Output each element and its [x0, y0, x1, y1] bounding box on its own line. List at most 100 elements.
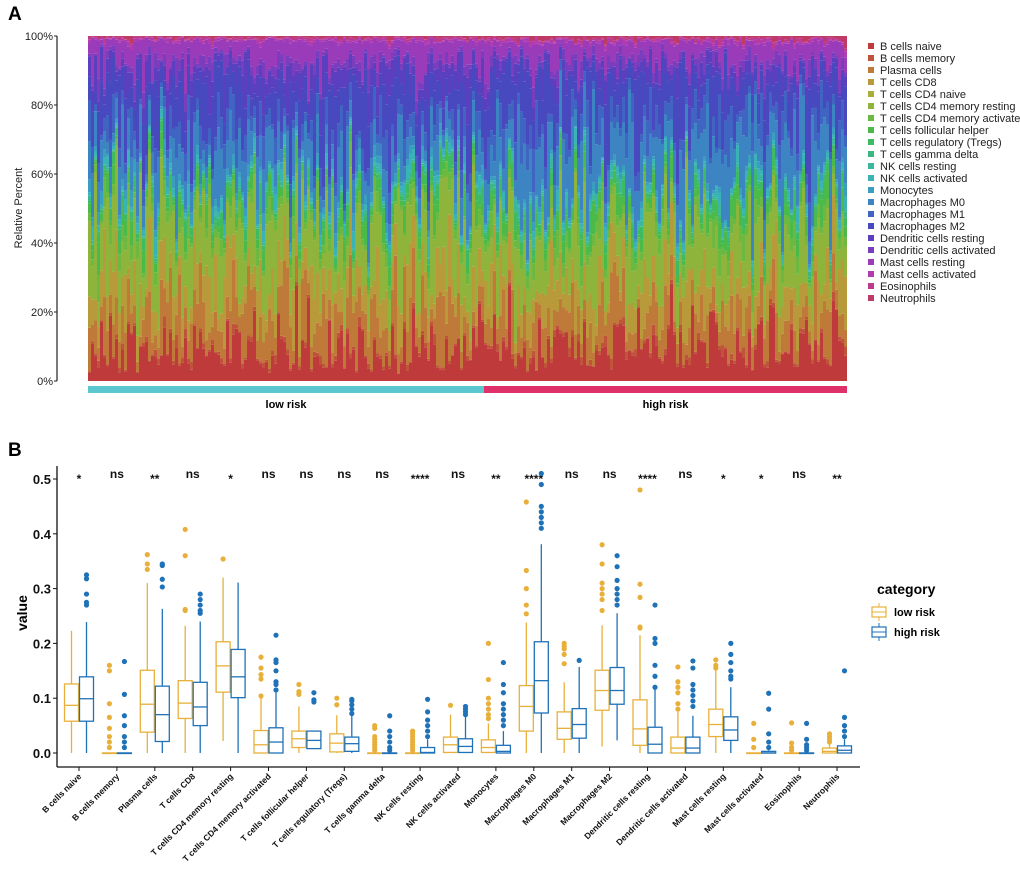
bar-segment [685, 138, 688, 139]
bar-segment [529, 197, 532, 199]
bar-segment [319, 168, 322, 196]
bar-segment [121, 191, 124, 194]
bar-segment [256, 239, 259, 248]
bar-segment [763, 367, 766, 381]
bar-segment [340, 191, 343, 194]
bar-segment [442, 157, 445, 159]
bar-segment [508, 139, 511, 140]
bar-segment [460, 367, 463, 370]
bar-segment [778, 41, 781, 54]
bar-segment [778, 206, 781, 208]
bar-segment [361, 204, 364, 210]
bar-segment [793, 93, 796, 109]
bar-segment [409, 36, 412, 39]
bar-segment [427, 202, 430, 211]
bar-segment [490, 189, 493, 193]
bar-segment [103, 95, 106, 105]
bar-segment [769, 188, 772, 189]
bar-segment [571, 259, 574, 282]
bar-segment [226, 41, 229, 42]
bar-segment [472, 100, 475, 132]
bar-segment [391, 85, 394, 125]
bar-segment [253, 307, 256, 311]
bar-segment [631, 123, 634, 207]
bar-segment [112, 184, 115, 195]
bar-segment [472, 326, 475, 328]
bar-segment [196, 110, 199, 145]
bar-segment [211, 327, 214, 339]
bar-segment [298, 63, 301, 73]
bar-segment [259, 181, 262, 182]
bar-segment [103, 207, 106, 228]
bar-segment [247, 49, 250, 60]
bar-segment [760, 181, 763, 182]
bar-segment [766, 320, 769, 361]
bar-segment [511, 264, 514, 290]
bar-segment [301, 36, 304, 37]
bar-segment [487, 306, 490, 318]
bar-segment [358, 179, 361, 191]
bar-segment [409, 42, 412, 63]
bar-segment [316, 37, 319, 39]
bar-segment [250, 336, 253, 342]
bar-segment [121, 105, 124, 179]
bar-segment [109, 294, 112, 312]
bar-segment [169, 38, 172, 39]
bar-segment [697, 333, 700, 340]
bar-segment [694, 197, 697, 205]
bar-segment [364, 251, 367, 285]
bar-segment [439, 43, 442, 53]
bar-segment [217, 66, 220, 92]
bar-segment [580, 286, 583, 310]
bar-segment [274, 212, 277, 213]
bar-segment [115, 230, 118, 298]
bar-segment [181, 201, 184, 204]
bar-segment [238, 67, 241, 119]
bar-segment [121, 202, 124, 226]
bar-segment [517, 218, 520, 220]
bar-segment [772, 47, 775, 50]
bar-segment [100, 82, 103, 135]
bar-segment [436, 366, 439, 368]
bar-segment [547, 222, 550, 224]
bar-segment [658, 239, 661, 255]
bar-segment [229, 362, 232, 381]
bar-segment [529, 150, 532, 192]
bar-segment [658, 125, 661, 139]
bar-segment [616, 194, 619, 216]
bar-segment [241, 207, 244, 223]
bar-segment [160, 280, 163, 355]
bar-segment [436, 368, 439, 381]
bar-segment [196, 155, 199, 162]
bar-segment [475, 36, 478, 37]
bar-segment [751, 283, 754, 290]
bar-segment [214, 312, 217, 352]
bar-segment [397, 99, 400, 114]
bar-segment [277, 100, 280, 122]
bar-segment [265, 182, 268, 184]
bar-segment [211, 224, 214, 227]
bar-segment [772, 64, 775, 85]
bar-segment [496, 217, 499, 227]
bar-segment [661, 190, 664, 195]
bar-segment [319, 251, 322, 252]
bar-segment [298, 366, 301, 369]
bar-segment [559, 71, 562, 127]
bar-segment [595, 212, 598, 214]
bar-segment [454, 240, 457, 297]
bar-segment [346, 297, 349, 328]
bar-segment [328, 178, 331, 185]
bar-segment [466, 125, 469, 185]
bar-segment [292, 199, 295, 217]
bar-segment [253, 266, 256, 286]
bar-segment [499, 38, 502, 40]
bar-segment [211, 96, 214, 169]
bar-segment [427, 289, 430, 317]
bar-segment [355, 214, 358, 259]
bar-segment [178, 41, 181, 44]
bar-segment [97, 348, 100, 361]
bar-segment [169, 191, 172, 216]
bar-segment [373, 191, 376, 280]
bar-segment [661, 38, 664, 39]
bar-segment [556, 104, 559, 123]
